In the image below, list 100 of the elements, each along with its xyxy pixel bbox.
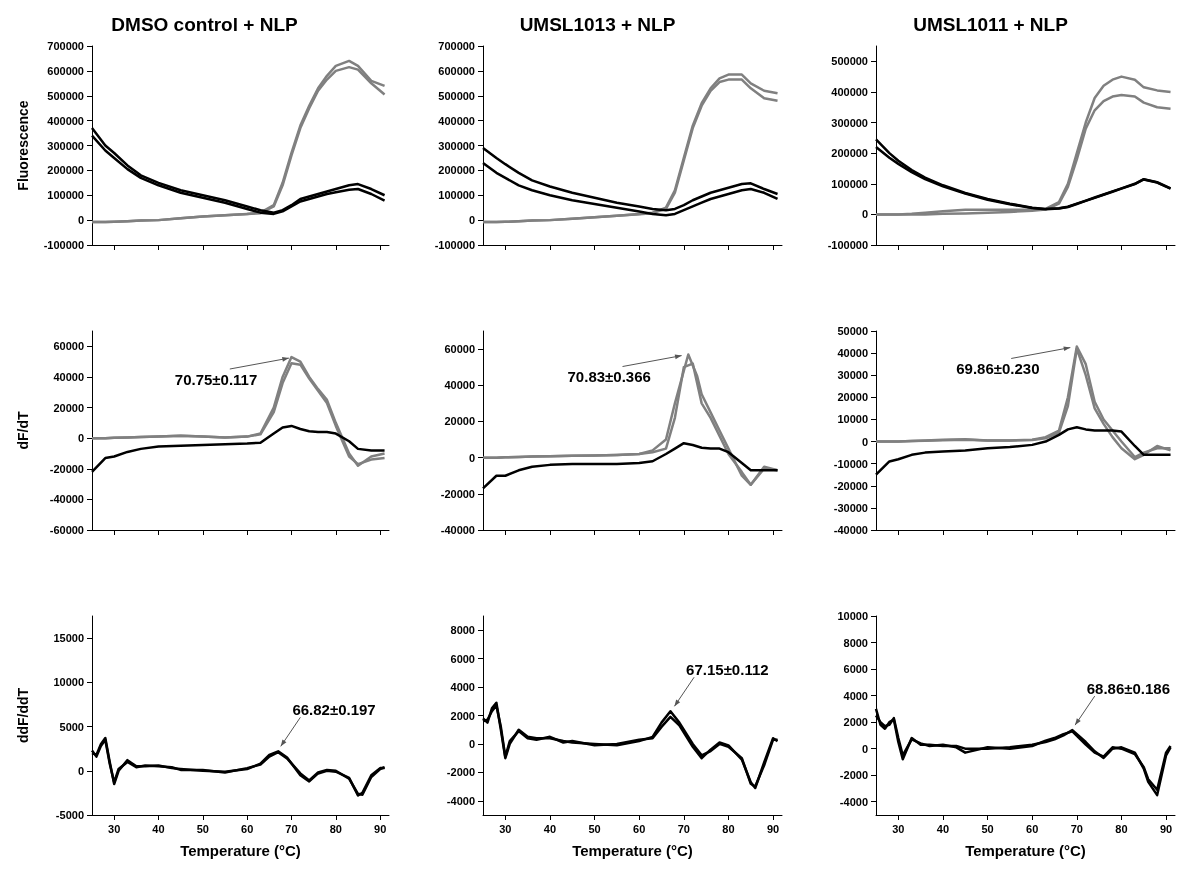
y-tick-label: 400000 [438,114,475,127]
y-tick-label: -20000 [440,487,475,500]
y-tick-label: 300000 [831,116,868,129]
y-tick-label: 0 [861,742,868,755]
y-tick-label: 0 [861,435,868,448]
y-tick-label: 10000 [837,413,868,426]
y-tick-label: 20000 [53,401,84,414]
y-tick-label: -40000 [833,524,868,536]
y-tick-label: 2000 [843,716,868,729]
y-tick-label: -40000 [49,493,84,506]
y-tick-label: 0 [77,764,84,777]
x-tick-label: 50 [981,822,994,835]
y-tick-label: 50000 [837,325,868,337]
x-tick-label: 80 [722,822,735,835]
y-tick-label: -100000 [434,239,475,251]
y-tick-label: -2000 [839,769,868,782]
annotation: 69.86±0.230 [956,359,1040,377]
annotation: 68.86±0.186 [1086,679,1171,697]
y-tick-label: 0 [77,214,84,227]
y-axis-title: dF/dT [15,411,31,450]
y-tick-label: 0 [468,737,475,750]
y-tick-label: -2000 [446,766,475,779]
y-tick-label: 60000 [53,340,84,353]
y-tick-label: 5000 [59,720,84,733]
y-tick-label: 40000 [53,370,84,383]
annotation: 70.83±0.366 [567,368,651,386]
annotation: 66.82±0.197 [292,700,376,718]
y-tick-label: -30000 [833,501,868,514]
y-tick-label: 40000 [444,379,475,392]
y-axis-title: ddF/ddT [15,687,31,744]
y-tick-label: 500000 [831,55,868,68]
x-tick-label: 70 [677,822,690,835]
x-axis-title: Temperature (°C) [572,842,693,859]
chart-title: UMSL1011 + NLP [913,14,1069,35]
chart-title: UMSL1013 + NLP [519,14,676,35]
y-tick-label: 200000 [47,164,84,177]
y-tick-label: 0 [468,214,475,227]
y-tick-label: -100000 [43,239,84,251]
x-tick-label: 70 [285,822,298,835]
y-tick-label: 400000 [47,114,84,127]
x-tick-label: 40 [543,822,557,835]
y-tick-label: -20000 [833,479,868,492]
chart-title: DMSO control + NLP [111,14,298,35]
x-axis-title: Temperature (°C) [965,842,1086,859]
y-tick-label: 600000 [47,64,84,77]
y-tick-label: 300000 [47,139,84,152]
y-tick-label: 100000 [47,189,84,202]
x-tick-label: 90 [766,822,780,835]
y-tick-label: 8000 [450,624,475,637]
x-tick-label: 30 [892,822,905,835]
y-tick-label: -10000 [833,457,868,470]
y-tick-label: 6000 [450,652,475,665]
y-tick-label: 200000 [831,147,868,160]
y-tick-label: -40000 [440,524,475,536]
y-tick-label: -4000 [839,795,868,808]
x-tick-label: 90 [374,822,387,835]
x-tick-label: 80 [1115,822,1128,835]
x-tick-label: 50 [588,822,601,835]
y-tick-label: 500000 [438,89,475,102]
y-tick-label: 8000 [843,636,868,649]
y-tick-label: 15000 [53,632,84,645]
y-tick-label: 20000 [837,391,868,404]
annotation: 70.75±0.117 [174,370,258,388]
y-tick-label: 400000 [831,85,868,98]
x-tick-label: 90 [1159,822,1173,835]
y-tick-label: 20000 [444,415,475,428]
x-tick-label: 30 [499,822,512,835]
y-tick-label: 500000 [47,89,84,102]
y-tick-label: 200000 [438,164,475,177]
y-tick-label: 2000 [450,709,475,722]
x-tick-label: 60 [633,822,646,835]
x-tick-label: 70 [1070,822,1083,835]
y-tick-label: 300000 [438,139,475,152]
x-tick-label: 60 [1026,822,1039,835]
y-tick-label: 4000 [843,689,868,702]
y-tick-label: 4000 [450,681,475,694]
y-tick-label: 10000 [53,676,84,689]
y-tick-label: -60000 [49,524,84,536]
y-tick-label: -20000 [49,462,84,475]
y-tick-label: 700000 [438,40,475,52]
x-tick-label: 50 [196,822,209,835]
y-tick-label: 600000 [438,64,475,77]
y-tick-label: -5000 [55,809,84,821]
x-tick-label: 60 [241,822,254,835]
x-axis-title: Temperature (°C) [180,842,301,859]
y-tick-label: 10000 [837,610,868,622]
y-tick-label: 60000 [444,343,475,356]
x-tick-label: 30 [108,822,121,835]
x-tick-label: 40 [936,822,950,835]
x-tick-label: 80 [329,822,342,835]
y-tick-label: 0 [468,451,475,464]
y-tick-label: -100000 [827,239,868,251]
y-axis-title: Fluorescence [15,100,31,191]
y-tick-label: 0 [861,208,868,221]
y-tick-label: 100000 [831,177,868,190]
x-tick-label: 40 [152,822,165,835]
y-tick-label: -4000 [446,794,475,807]
y-tick-label: 6000 [843,663,868,676]
y-tick-label: 30000 [837,369,868,382]
y-tick-label: 40000 [837,347,868,360]
